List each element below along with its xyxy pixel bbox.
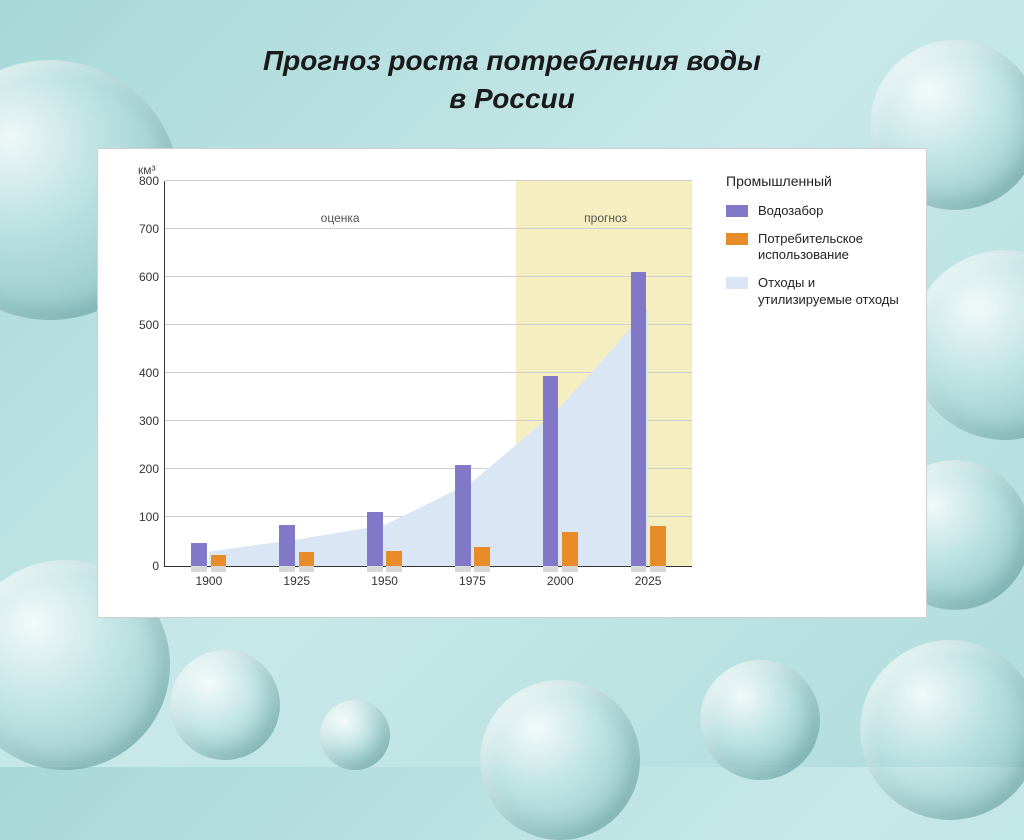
bar-potreb — [299, 552, 315, 565]
bar-vodozabor — [543, 376, 559, 566]
bar-shadow — [455, 566, 471, 572]
legend-swatch — [726, 233, 748, 245]
water-droplet — [910, 250, 1024, 440]
title-line-1: Прогноз роста потребления воды — [263, 45, 761, 76]
page-title: Прогноз роста потребления воды в России — [0, 0, 1024, 118]
bar-shadow — [211, 566, 227, 572]
bar-potreb — [474, 547, 490, 565]
bar-shadow — [386, 566, 402, 572]
legend-label: Потребительское использование — [758, 231, 912, 264]
bar-shadow — [650, 566, 666, 572]
bar-vodozabor — [191, 543, 207, 566]
water-droplet — [860, 640, 1024, 820]
legend-item: Потребительское использование — [726, 231, 912, 264]
y-tick-label: 400 — [125, 366, 159, 380]
bar-shadow — [279, 566, 295, 572]
legend-label: Отходы и утилизируемые отходы — [758, 275, 912, 308]
y-tick-label: 0 — [125, 559, 159, 573]
bar-potreb — [650, 526, 666, 565]
chart-plot: оценкапрогноз010020030040050060070080019… — [164, 181, 692, 567]
x-tick-label: 1950 — [371, 574, 398, 588]
x-tick-label: 2025 — [635, 574, 662, 588]
legend-swatch — [726, 277, 748, 289]
bar-shadow — [543, 566, 559, 572]
bar-vodozabor — [367, 512, 383, 566]
chart-card: км³ оценкапрогноз01002003004005006007008… — [97, 148, 927, 618]
title-line-2: в России — [449, 83, 574, 114]
legend-label: Водозабор — [758, 203, 823, 219]
legend-item: Отходы и утилизируемые отходы — [726, 275, 912, 308]
bar-potreb — [211, 555, 227, 566]
legend-title: Промышленный — [726, 173, 912, 189]
legend-swatch — [726, 205, 748, 217]
bar-shadow — [191, 566, 207, 572]
x-tick-label: 1900 — [196, 574, 223, 588]
bar-shadow — [631, 566, 647, 572]
bar-potreb — [562, 532, 578, 566]
x-tick-label: 2000 — [547, 574, 574, 588]
y-tick-label: 200 — [125, 462, 159, 476]
y-tick-label: 700 — [125, 222, 159, 236]
plot-area: км³ оценкапрогноз01002003004005006007008… — [112, 167, 702, 603]
bar-vodozabor — [631, 272, 647, 566]
bar-vodozabor — [455, 465, 471, 566]
y-tick-label: 600 — [125, 270, 159, 284]
y-tick-label: 500 — [125, 318, 159, 332]
bar-potreb — [386, 551, 402, 565]
legend-item: Водозабор — [726, 203, 912, 219]
area-waste — [165, 181, 692, 566]
water-droplet — [170, 650, 280, 760]
bar-shadow — [367, 566, 383, 572]
bar-shadow — [474, 566, 490, 572]
water-droplet — [700, 660, 820, 780]
y-tick-label: 300 — [125, 414, 159, 428]
y-tick-label: 100 — [125, 510, 159, 524]
water-droplet — [320, 700, 390, 770]
y-tick-label: 800 — [125, 174, 159, 188]
x-tick-label: 1975 — [459, 574, 486, 588]
x-tick-label: 1925 — [283, 574, 310, 588]
bar-shadow — [299, 566, 315, 572]
legend: Промышленный Водозабор Потребительское ис… — [702, 167, 912, 603]
bar-shadow — [562, 566, 578, 572]
water-droplet — [480, 680, 640, 840]
bar-vodozabor — [279, 525, 295, 566]
